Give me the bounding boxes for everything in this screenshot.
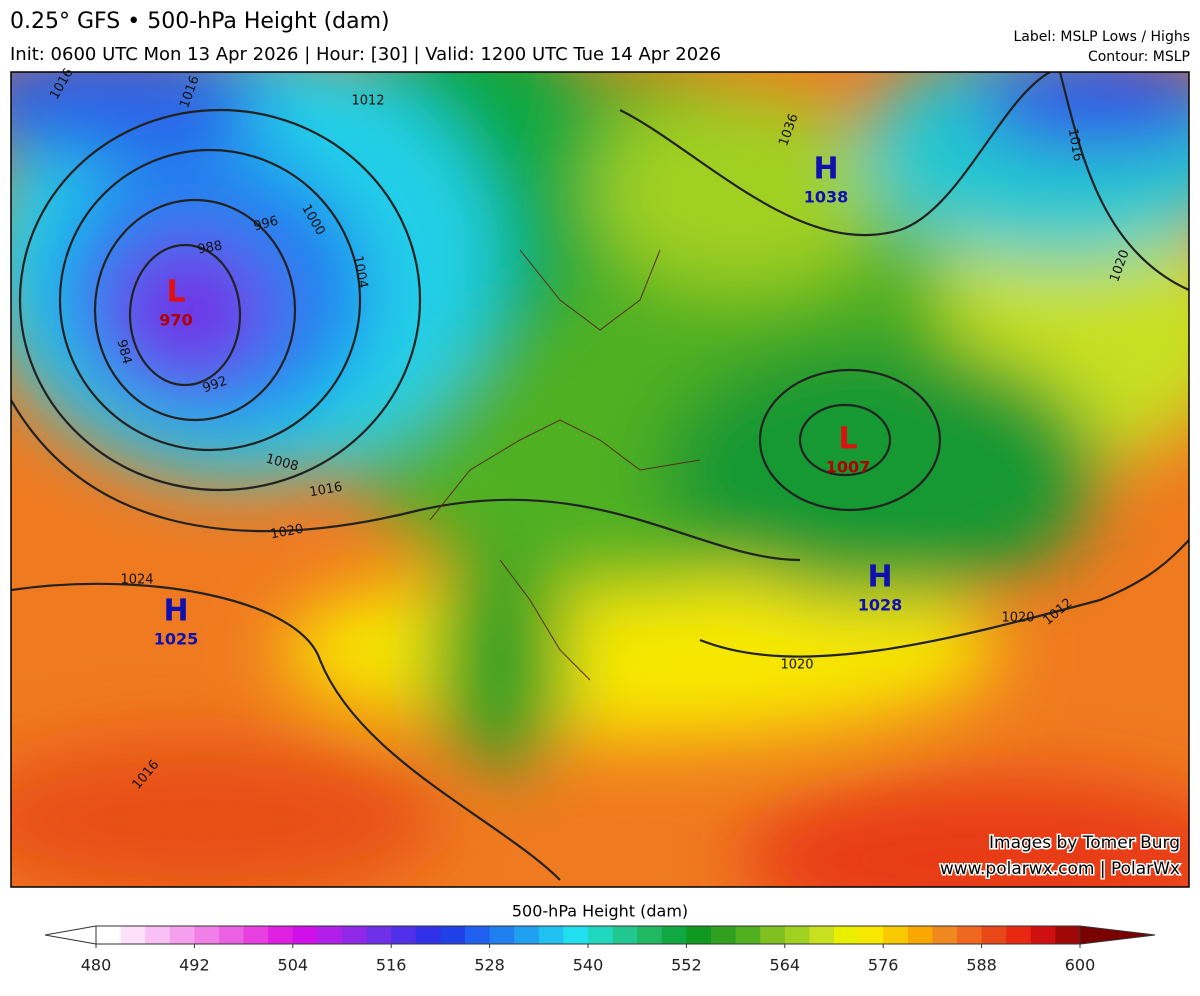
contour-label: 1016	[308, 480, 343, 501]
colorbar-tick-label: 504	[278, 956, 309, 975]
center-value: 1025	[154, 630, 199, 649]
colorbar-segment	[735, 926, 761, 944]
colorbar-title: 500-hPa Height (dam)	[512, 902, 688, 921]
isobars	[11, 72, 1189, 881]
colorbar-segment	[317, 926, 343, 944]
colorbar-segment	[711, 926, 737, 944]
colorbar-segment	[120, 926, 146, 944]
colorbar-segment	[391, 926, 417, 944]
colorbar-segment	[661, 926, 687, 944]
colorbar-segment	[219, 926, 245, 944]
colorbar-segment	[834, 926, 860, 944]
colorbar-tick-label: 516	[376, 956, 407, 975]
colorbar-tick-label: 600	[1065, 956, 1096, 975]
colorbar-segment	[637, 926, 663, 944]
colorbar-segment	[440, 926, 466, 944]
colorbar-tick-label: 540	[573, 956, 604, 975]
colorbar-segment	[169, 926, 195, 944]
colorbar-segment	[96, 926, 122, 944]
colorbar-tick-label: 576	[868, 956, 899, 975]
colorbar-segment	[465, 926, 491, 944]
colorbar-segment	[932, 926, 958, 944]
colorbar-segment	[1006, 926, 1032, 944]
map-frame	[10, 71, 1190, 888]
colorbar-tick-label: 564	[770, 956, 801, 975]
colorbar-tick-label: 528	[474, 956, 505, 975]
borders	[429, 249, 701, 681]
credit: www.polarwx.com | PolarWx	[940, 859, 1180, 879]
colorbar-over	[1079, 925, 1156, 945]
colorbar-segment	[760, 926, 786, 944]
contour-note: Contour: MSLP	[1088, 49, 1190, 65]
center-letter: H	[867, 560, 892, 595]
center-value: 970	[159, 311, 192, 330]
center-letter: H	[163, 594, 188, 629]
colorbar-tick-label: 480	[81, 956, 112, 975]
contour-label: 1024	[120, 573, 153, 588]
contour-label: 1020	[1001, 611, 1034, 626]
contour-label: 1016	[1065, 127, 1086, 162]
colorbar-segment	[981, 926, 1007, 944]
colorbar-tick-label: 588	[966, 956, 997, 975]
center-value: 1028	[858, 596, 903, 615]
colorbar-segment	[612, 926, 638, 944]
colorbar-tick-label: 492	[179, 956, 210, 975]
colorbar-segment	[268, 926, 294, 944]
contour-label: 1012	[351, 94, 384, 109]
colorbar-segment	[1055, 926, 1081, 944]
colorbar-segment	[858, 926, 884, 944]
contour-label: 1020	[269, 522, 304, 543]
colorbar-segment	[563, 926, 589, 944]
colorbar-segment	[489, 926, 515, 944]
colorbar-segment	[1030, 926, 1056, 944]
label-note: Label: MSLP Lows / Highs	[1013, 29, 1190, 45]
subtitle: Init: 0600 UTC Mon 13 Apr 2026 | Hour: […	[10, 44, 721, 65]
colorbar-segment	[883, 926, 909, 944]
colorbar-segment	[588, 926, 614, 944]
center-letter: H	[813, 152, 838, 187]
contour-label: 988	[196, 238, 223, 257]
center-value: 1007	[826, 458, 871, 477]
colorbar-segment	[784, 926, 810, 944]
colorbar-segment	[514, 926, 540, 944]
center-letter: L	[838, 422, 857, 457]
colorbar-segment	[809, 926, 835, 944]
colorbar-segment	[243, 926, 269, 944]
colorbar-segment	[957, 926, 983, 944]
contour-label: 1020	[780, 658, 813, 673]
contour-label: 996	[252, 214, 280, 235]
colorbar-segment	[686, 926, 712, 944]
contour-label: 984	[114, 338, 135, 366]
colorbar-segment	[194, 926, 220, 944]
colorbar-segment	[145, 926, 171, 944]
colorbar-segment	[415, 926, 441, 944]
colorbar-segment	[366, 926, 392, 944]
colorbar-segment	[907, 926, 933, 944]
center-letter: L	[166, 275, 185, 310]
credit: Images by Tomer Burg	[989, 833, 1180, 853]
colorbar-tick-label: 552	[671, 956, 702, 975]
colorbar-segment	[342, 926, 368, 944]
map	[11, 72, 1189, 887]
center-value: 1038	[804, 188, 849, 207]
colorbar-under	[44, 925, 97, 945]
colorbar-segment	[538, 926, 564, 944]
colorbar-segment	[292, 926, 318, 944]
title: 0.25° GFS • 500-hPa Height (dam)	[10, 9, 390, 34]
contour-label: 1004	[350, 254, 371, 289]
